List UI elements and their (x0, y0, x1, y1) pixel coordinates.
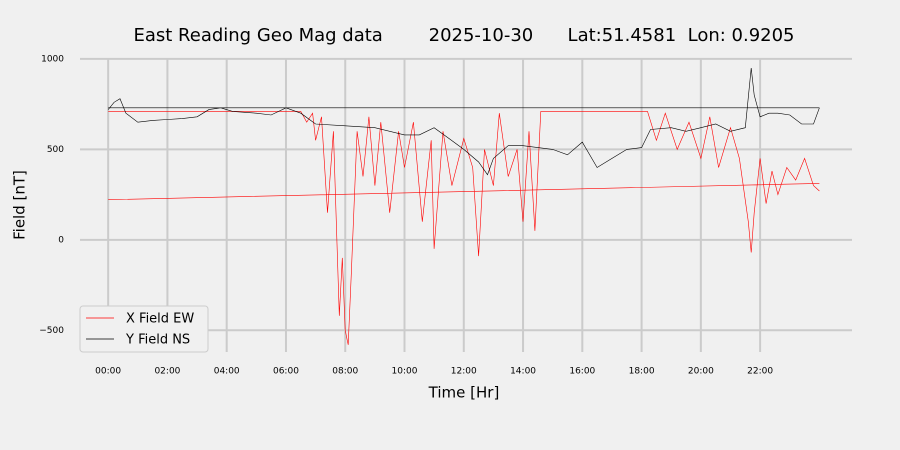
x-tick-label: 04:00 (214, 367, 240, 377)
y-tick-label: 500 (47, 145, 64, 155)
x-tick-label: 16:00 (569, 367, 595, 377)
legend-label: Y Field NS (125, 333, 190, 348)
legend: X Field EW Y Field NS (79, 305, 209, 353)
data-line (108, 111, 820, 345)
x-tick-label: 02:00 (154, 367, 180, 377)
x-tick-label: 22:00 (747, 367, 773, 377)
x-tick-label: 14:00 (510, 367, 536, 377)
x-tick-label: 08:00 (332, 367, 358, 377)
y-tick-label: −500 (39, 326, 64, 336)
chart-title: East Reading Geo Mag data 2025-10-30 Lat… (133, 25, 794, 46)
legend-box (79, 305, 209, 353)
y-tick-label: 1000 (41, 54, 64, 64)
data-line (107, 67, 820, 176)
x-axis-label: Time [Hr] (428, 384, 500, 402)
legend-label: X Field EW (126, 312, 194, 327)
x-tick-label: 18:00 (629, 367, 655, 377)
y-tick-label: 0 (58, 235, 64, 245)
x-tick-label: 00:00 (95, 367, 121, 377)
x-tick-label: 20:00 (688, 367, 714, 377)
grid: 00:00 02:00 04:00 06:00 08:00 10:00 12:00 14:00… (39, 54, 852, 377)
plot-lines (107, 67, 820, 345)
x-tick-label: 06:00 (273, 367, 299, 377)
y-axis-label: Field [nT] (11, 170, 29, 240)
x-tick-label: 10:00 (392, 367, 418, 377)
x-tick-label: 12:00 (451, 367, 477, 377)
